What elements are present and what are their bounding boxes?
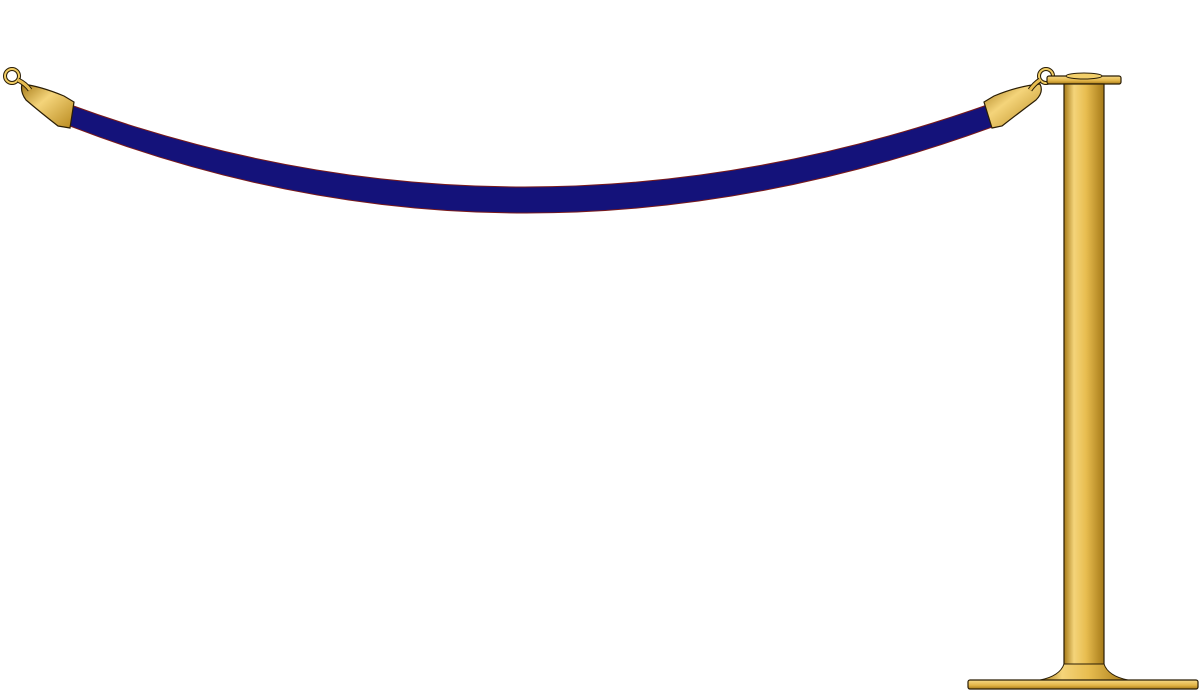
post-pole xyxy=(1063,83,1105,669)
left-end-cap xyxy=(20,83,75,129)
hook-icon xyxy=(3,67,33,92)
stanchion-post xyxy=(967,72,1199,690)
velvet-rope xyxy=(67,103,996,214)
left-rope-end xyxy=(3,67,75,129)
post-base-plate xyxy=(967,679,1199,690)
post-top-knob xyxy=(1065,72,1103,80)
right-end-cap xyxy=(983,83,1042,129)
right-rope-end xyxy=(983,67,1055,129)
post-base-collar xyxy=(1039,663,1129,681)
rope-body xyxy=(67,103,996,214)
